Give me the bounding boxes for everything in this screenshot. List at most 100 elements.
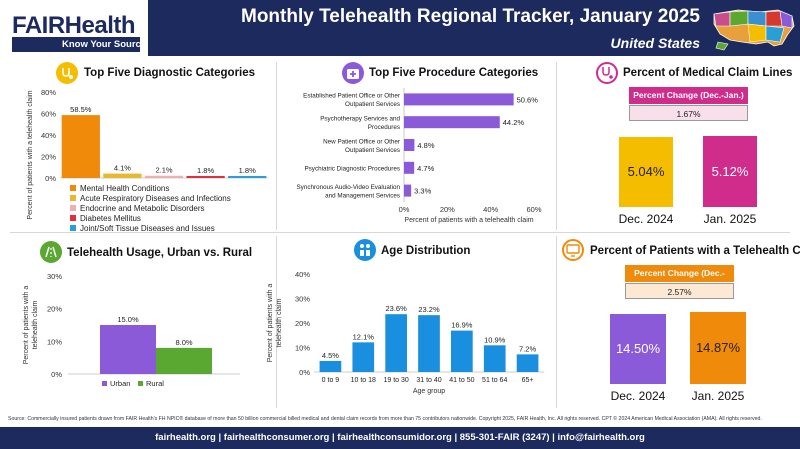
bar bbox=[100, 325, 156, 374]
data-label: 15.0% bbox=[117, 315, 139, 324]
legend-swatch bbox=[70, 185, 76, 191]
bar bbox=[319, 360, 342, 372]
y-tick-label: 20% bbox=[41, 153, 56, 162]
bar bbox=[404, 161, 415, 174]
x-tick-label: 51 to 64 bbox=[482, 377, 507, 384]
x-tick-label: 40% bbox=[483, 205, 498, 214]
category-label: Outpatient Services bbox=[345, 101, 400, 108]
diagnostic-legend: Mental Health Conditions Acute Respirator… bbox=[70, 183, 231, 233]
data-label: 3.3% bbox=[414, 187, 431, 196]
legend-swatch bbox=[70, 195, 76, 201]
data-label: 44.2% bbox=[503, 118, 525, 127]
data-label: 23.2% bbox=[418, 305, 440, 314]
legend-swatch bbox=[70, 205, 76, 211]
claim-change-label: Percent Change (Dec.-Jan.) bbox=[629, 87, 748, 104]
y-tick-label: 0% bbox=[299, 368, 310, 377]
data-label: 58.5% bbox=[70, 105, 92, 114]
legend-label: Mental Health Conditions bbox=[80, 183, 170, 193]
x-tick-label: 0 to 9 bbox=[322, 377, 340, 384]
claim-change-value: 1.67% bbox=[629, 105, 748, 121]
y-axis-label: Percent of patients with a bbox=[23, 286, 30, 365]
legend-label: Joint/Soft Tissue Diseases and Issues bbox=[80, 223, 215, 233]
y-tick-label: 20% bbox=[295, 319, 310, 328]
category-label: Established Patient Office or Other bbox=[303, 93, 400, 100]
monitor-icon bbox=[562, 239, 584, 261]
bar bbox=[186, 176, 225, 178]
x-tick-label: 31 to 40 bbox=[416, 377, 441, 384]
bar: 5.12% bbox=[703, 136, 757, 207]
diagnostic-title: Top Five Diagnostic Categories bbox=[84, 67, 256, 79]
divider bbox=[556, 62, 557, 230]
y-tick-label: 80% bbox=[41, 88, 56, 97]
legend-swatch bbox=[138, 381, 143, 386]
bar bbox=[418, 315, 440, 372]
x-tick-label: 41 to 50 bbox=[449, 377, 474, 384]
legend-label: Diabetes Mellitus bbox=[80, 213, 141, 223]
patients-title: Percent of Patients with a Telehealth Cl… bbox=[590, 245, 800, 257]
urban-rural-bar-chart: 0% 10% 20% 30% Percent of patients with a tel… bbox=[23, 272, 240, 388]
fair-health-logo[interactable]: FAIRHealth Know Your Source bbox=[0, 0, 148, 56]
y-tick-label: 10% bbox=[47, 337, 62, 346]
category-label: Synchronous Audio-Video Evaluation bbox=[296, 184, 400, 191]
y-tick-label: 40% bbox=[295, 270, 310, 279]
legend-label: Acute Respiratory Diseases and Infection… bbox=[80, 193, 231, 203]
bar bbox=[483, 345, 506, 372]
data-label: 1.8% bbox=[197, 166, 214, 175]
category-label: Jan. 2025 bbox=[691, 389, 745, 403]
legend-label: Endocrine and Metabolic Disorders bbox=[80, 203, 205, 213]
data-label: 14.50% bbox=[615, 340, 661, 356]
data-label: 5.12% bbox=[711, 163, 749, 179]
bar bbox=[516, 354, 539, 372]
divider bbox=[556, 236, 557, 408]
y-tick-label: 60% bbox=[41, 110, 56, 119]
age-title: Age Distribution bbox=[381, 245, 471, 257]
legend-item: Diabetes Mellitus bbox=[70, 213, 231, 223]
logo-wordmark: FAIRHealth bbox=[12, 12, 136, 39]
y-axis-label: telehealth claim bbox=[32, 301, 39, 350]
y-tick-label: 10% bbox=[295, 344, 310, 353]
stethoscope-icon bbox=[56, 62, 78, 84]
category-label: and Management Services bbox=[325, 192, 400, 199]
divider bbox=[276, 236, 277, 408]
data-label: 1.8% bbox=[239, 166, 256, 175]
category-label: Jan. 2025 bbox=[703, 212, 757, 226]
data-label: 4.5% bbox=[322, 351, 339, 360]
bar bbox=[404, 184, 412, 197]
y-tick-label: 20% bbox=[47, 305, 62, 314]
us-map-icon bbox=[708, 0, 800, 56]
footer-links[interactable]: fairhealth.org | fairhealthconsumer.org … bbox=[0, 427, 800, 449]
x-tick-label: 0% bbox=[399, 205, 410, 214]
legend-item: Acute Respiratory Diseases and Infection… bbox=[70, 193, 231, 203]
x-tick-label: 19 to 30 bbox=[383, 377, 408, 384]
x-tick-label: 60% bbox=[526, 205, 541, 214]
bar bbox=[404, 93, 514, 106]
procedure-bar-chart: 0% 20% 40% 60% Percent of patients with a te… bbox=[296, 88, 542, 224]
people-icon bbox=[354, 239, 376, 261]
legend-item: Mental Health Conditions bbox=[70, 183, 231, 193]
patients-change-value: 2.57% bbox=[625, 283, 734, 299]
data-label: 4.8% bbox=[417, 141, 434, 150]
procedure-title: Top Five Procedure Categories bbox=[369, 67, 539, 79]
category-label: Procedures bbox=[368, 124, 400, 131]
bar bbox=[156, 347, 212, 374]
bar bbox=[404, 139, 415, 151]
urban-rural-title: Telehealth Usage, Urban vs. Rural bbox=[67, 247, 253, 259]
header: FAIRHealth Know Your Source Monthly Tele… bbox=[0, 0, 800, 56]
road-icon bbox=[40, 241, 62, 263]
data-label: 16.9% bbox=[451, 321, 473, 330]
y-tick-label: 30% bbox=[295, 295, 310, 304]
source-note: Source: Commercially insured patients dr… bbox=[8, 416, 762, 422]
category-label: Outpatient Services bbox=[345, 147, 400, 154]
bar bbox=[385, 314, 407, 372]
age-bar-chart: 0% 10% 20% 30% 40% Percent of patients with a… bbox=[267, 270, 544, 395]
data-label: 23.6% bbox=[386, 304, 408, 313]
bar bbox=[61, 115, 100, 178]
x-axis-label: Age group bbox=[413, 388, 445, 395]
legend-swatch bbox=[70, 225, 76, 231]
y-axis-label: Percent of patients with a telehealth cl… bbox=[27, 90, 34, 219]
y-axis-label: telehealth claim bbox=[276, 299, 283, 348]
legend-label: Rural bbox=[146, 379, 164, 388]
page-title: Monthly Telehealth Regional Tracker, Jan… bbox=[241, 6, 700, 27]
data-label: 8.0% bbox=[175, 338, 192, 347]
data-label: 50.6% bbox=[517, 95, 539, 104]
